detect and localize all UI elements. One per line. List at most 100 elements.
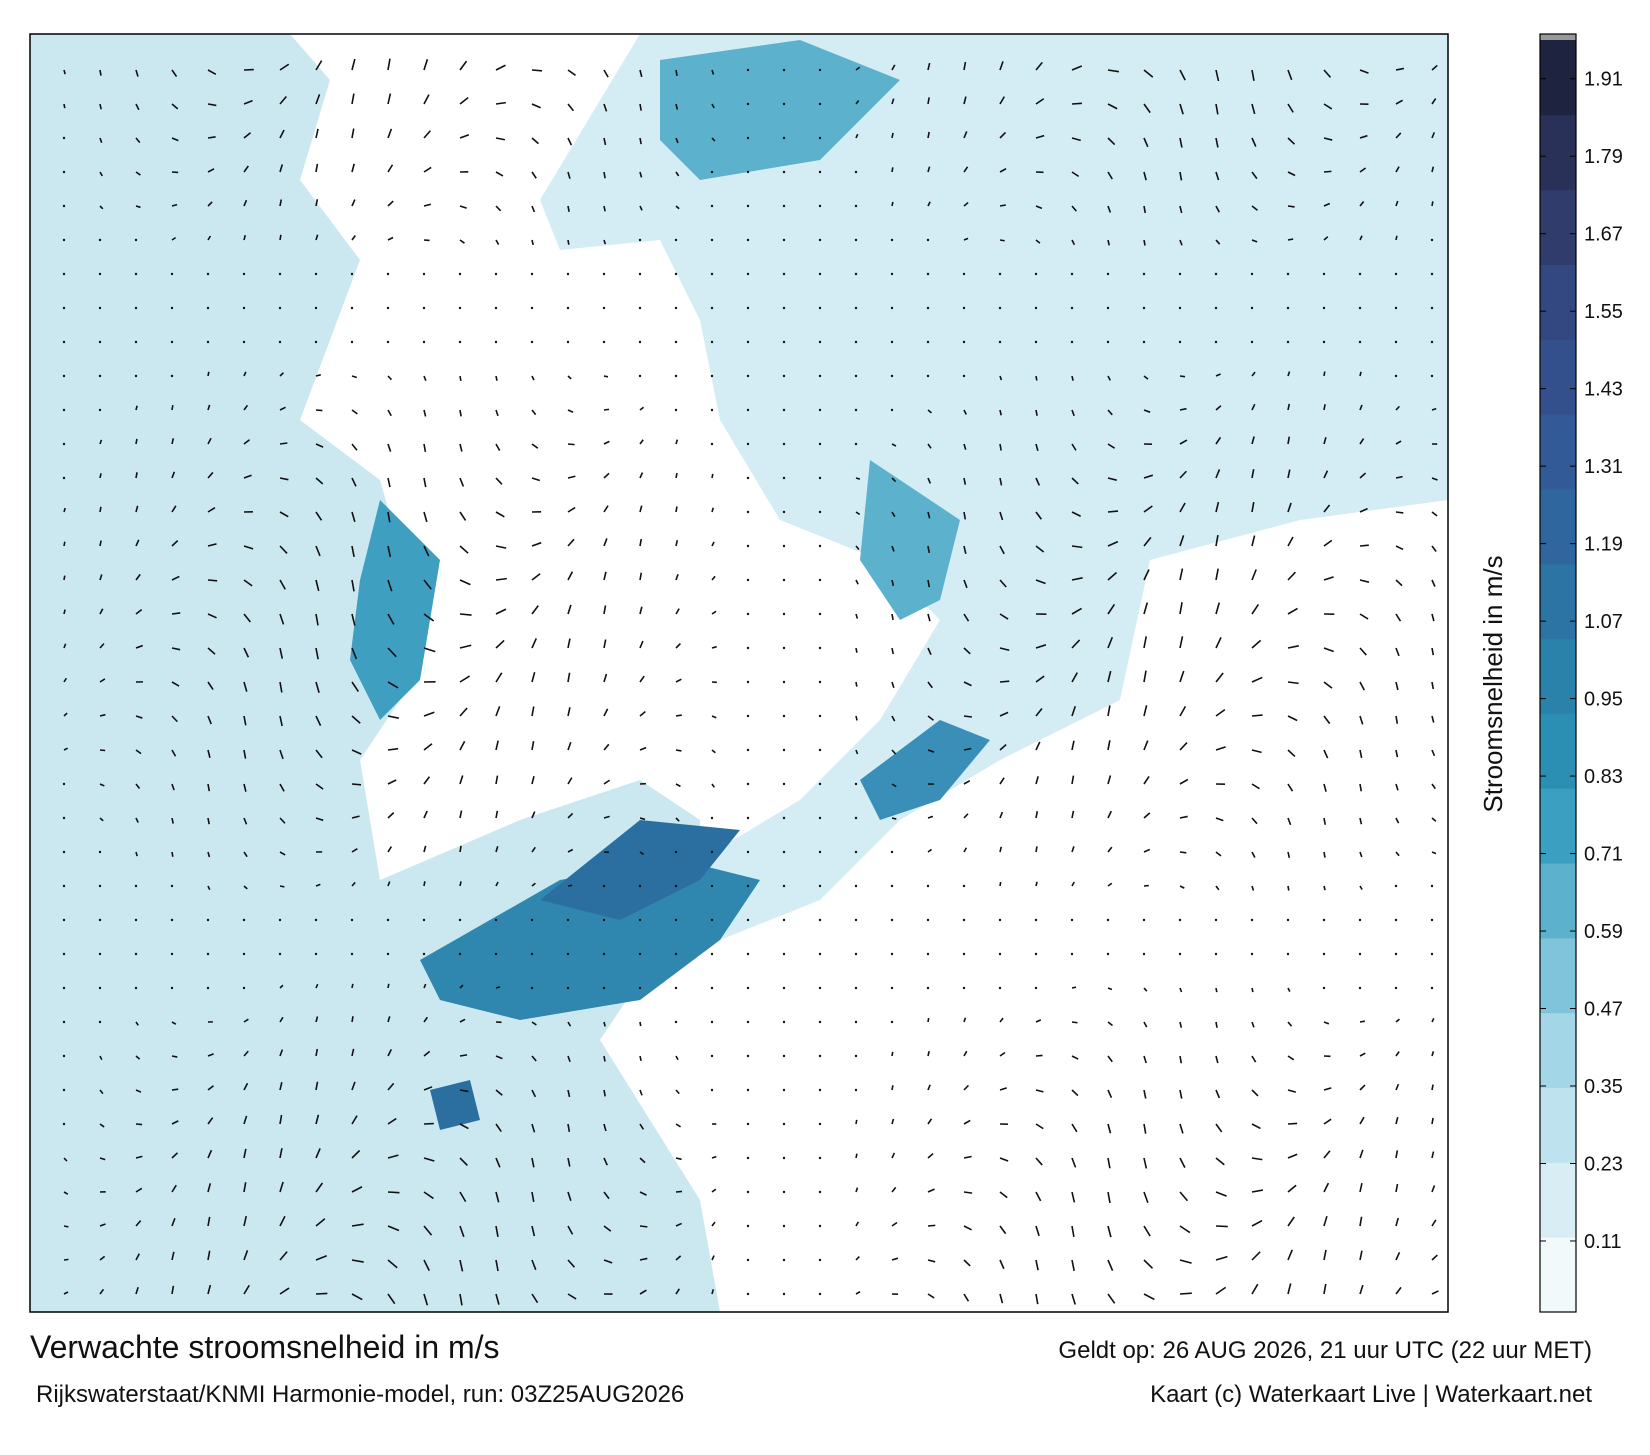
current-arrow bbox=[676, 507, 677, 512]
current-dot bbox=[1359, 307, 1361, 309]
current-dot bbox=[747, 1089, 749, 1091]
current-dot bbox=[387, 919, 389, 921]
current-dot bbox=[99, 273, 101, 275]
colorbar-tick-label: 0.83 bbox=[1584, 766, 1623, 788]
current-dot bbox=[711, 1021, 713, 1023]
current-dot bbox=[171, 953, 173, 955]
current-dot bbox=[963, 919, 965, 921]
current-arrow bbox=[1252, 715, 1263, 716]
current-dot bbox=[783, 341, 785, 343]
current-dot bbox=[63, 1055, 65, 1057]
colorbar-tick-label: 0.35 bbox=[1584, 1076, 1623, 1098]
current-dot bbox=[783, 987, 785, 989]
current-dot bbox=[711, 885, 713, 887]
colorbar-tick-label: 0.59 bbox=[1584, 921, 1623, 943]
current-arrow bbox=[64, 1259, 68, 1260]
current-dot bbox=[747, 409, 749, 411]
current-dot bbox=[747, 545, 749, 547]
current-dot bbox=[675, 851, 677, 853]
current-dot bbox=[1395, 273, 1397, 275]
current-dot bbox=[819, 205, 821, 207]
colorbar-tick-label: 1.31 bbox=[1584, 456, 1623, 478]
current-dot bbox=[675, 409, 677, 411]
current-dot bbox=[1323, 307, 1325, 309]
current-dot bbox=[675, 341, 677, 343]
current-dot bbox=[783, 1157, 785, 1159]
current-arrow bbox=[424, 881, 425, 886]
current-dot bbox=[351, 307, 353, 309]
current-arrow bbox=[856, 682, 857, 687]
current-dot bbox=[63, 137, 65, 139]
current-dot bbox=[423, 341, 425, 343]
current-dot bbox=[783, 885, 785, 887]
current-dot bbox=[1287, 953, 1289, 955]
current-arrow bbox=[460, 1055, 467, 1056]
current-arrow bbox=[1036, 846, 1037, 852]
current-arrow bbox=[1000, 240, 1005, 241]
current-dot bbox=[1395, 885, 1397, 887]
current-arrow bbox=[856, 648, 857, 653]
current-dot bbox=[855, 953, 857, 955]
current-arrow bbox=[928, 1051, 929, 1056]
colorbar-tick-label: 0.95 bbox=[1584, 689, 1623, 711]
current-arrow bbox=[388, 984, 389, 988]
current-dot bbox=[423, 307, 425, 309]
current-arrow bbox=[1360, 372, 1361, 376]
colorbar-tick-label: 1.55 bbox=[1584, 301, 1623, 323]
current-arrow bbox=[172, 1056, 177, 1057]
current-dot bbox=[639, 953, 641, 955]
current-dot bbox=[927, 953, 929, 955]
current-arrow bbox=[676, 750, 681, 751]
map bbox=[30, 34, 1448, 1312]
current-dot bbox=[783, 375, 785, 377]
current-dot bbox=[819, 1089, 821, 1091]
current-dot bbox=[459, 273, 461, 275]
current-arrow bbox=[1036, 882, 1037, 886]
current-dot bbox=[819, 1259, 821, 1261]
current-dot bbox=[783, 953, 785, 955]
current-dot bbox=[819, 137, 821, 139]
current-dot bbox=[855, 273, 857, 275]
current-dot bbox=[639, 987, 641, 989]
current-arrow bbox=[1396, 236, 1397, 240]
current-dot bbox=[927, 987, 929, 989]
current-dot bbox=[459, 307, 461, 309]
current-arrow bbox=[1216, 1022, 1217, 1028]
current-dot bbox=[1323, 341, 1325, 343]
current-dot bbox=[783, 477, 785, 479]
colorbar-band bbox=[1540, 1013, 1576, 1088]
current-dot bbox=[1395, 375, 1397, 377]
current-dot bbox=[711, 443, 713, 445]
current-dot bbox=[1071, 919, 1073, 921]
current-dot bbox=[819, 273, 821, 275]
current-dot bbox=[1179, 273, 1181, 275]
current-dot bbox=[783, 647, 785, 649]
current-dot bbox=[747, 579, 749, 581]
current-dot bbox=[63, 273, 65, 275]
current-dot bbox=[747, 307, 749, 309]
current-dot bbox=[891, 307, 893, 309]
current-arrow bbox=[100, 541, 101, 546]
current-dot bbox=[1287, 341, 1289, 343]
current-dot bbox=[819, 817, 821, 819]
current-dot bbox=[63, 205, 65, 207]
current-dot bbox=[351, 953, 353, 955]
current-dot bbox=[747, 953, 749, 955]
current-arrow bbox=[100, 507, 101, 512]
current-dot bbox=[855, 851, 857, 853]
current-arrow bbox=[100, 104, 101, 109]
current-arrow bbox=[1288, 239, 1293, 240]
current-arrow bbox=[64, 70, 65, 74]
current-arrow bbox=[1324, 372, 1325, 376]
current-arrow bbox=[1072, 103, 1082, 104]
current-dot bbox=[819, 545, 821, 547]
current-dot bbox=[639, 919, 641, 921]
current-dot bbox=[675, 919, 677, 921]
current-arrow bbox=[1072, 1022, 1077, 1023]
colorbar-tick-label: 0.23 bbox=[1584, 1153, 1623, 1175]
current-dot bbox=[1035, 919, 1037, 921]
current-dot bbox=[855, 987, 857, 989]
current-dot bbox=[963, 341, 965, 343]
current-dot bbox=[783, 715, 785, 717]
